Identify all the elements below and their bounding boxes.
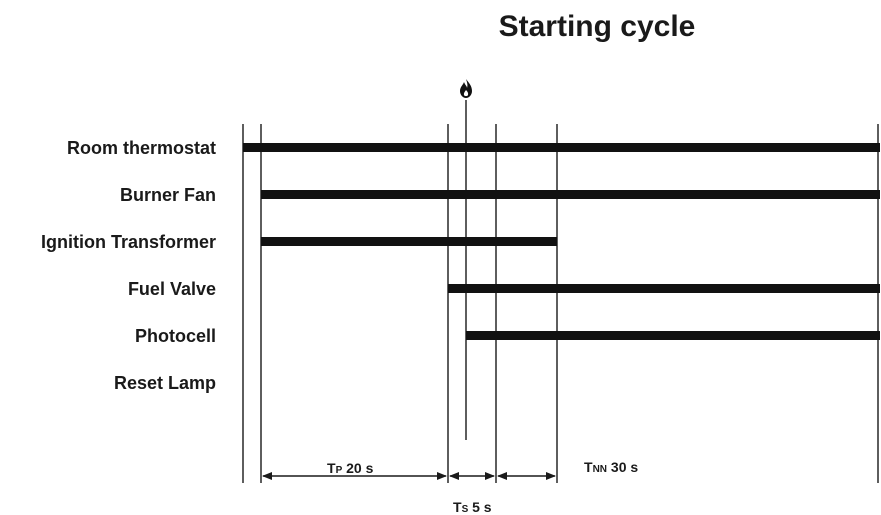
label-tnn: TNN 30 s: [584, 459, 638, 475]
row-label-ignition-transformer: Ignition Transformer: [41, 232, 216, 252]
row-label-burner-fan: Burner Fan: [120, 185, 216, 205]
label-tp: TP 20 s: [327, 460, 374, 476]
dimension-tp: [262, 472, 447, 480]
row-label-photocell: Photocell: [135, 326, 216, 346]
row-label-reset-lamp: Reset Lamp: [114, 373, 216, 393]
dimension-tnn: [497, 472, 556, 480]
bar-fuel-valve: [448, 284, 880, 293]
dimension-ts: [449, 472, 495, 480]
row-label-fuel-valve: Fuel Valve: [128, 279, 216, 299]
diagram-title: Starting cycle: [499, 10, 696, 43]
bar-photocell: [466, 331, 880, 340]
row-label-room-thermostat: Room thermostat: [67, 138, 216, 158]
bar-burner-fan: [261, 190, 880, 199]
bar-room-thermostat: [243, 143, 880, 152]
label-ts: TS 5 s: [453, 499, 492, 515]
bar-ignition-transformer: [261, 237, 557, 246]
flame-icon: [460, 79, 472, 98]
